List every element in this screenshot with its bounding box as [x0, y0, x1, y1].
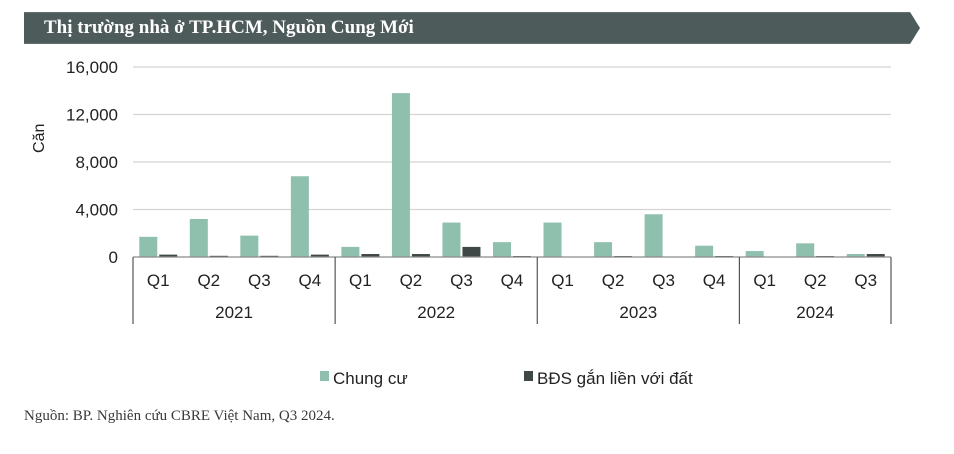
y-tick-label: 0	[109, 248, 118, 267]
bar-chung-cu	[341, 246, 360, 257]
bar-chung-cu	[695, 245, 714, 257]
x-tick-label: Q1	[349, 271, 372, 290]
y-tick-label: 8,000	[75, 153, 118, 172]
x-tick-label: Q2	[197, 271, 220, 290]
x-tick-label: Q3	[248, 271, 271, 290]
x-tick-label: Q3	[854, 271, 877, 290]
x-tick-label: Q4	[501, 271, 524, 290]
bar-bds	[310, 254, 329, 257]
bar-chung-cu	[493, 242, 511, 257]
legend-swatch	[524, 371, 533, 381]
x-tick-label: Q3	[652, 271, 675, 290]
legend-label: BĐS gắn liền với đất	[537, 369, 693, 388]
x-group-label: 2021	[215, 303, 253, 322]
bar-chung-cu	[745, 251, 764, 257]
bar-chung-cu	[189, 219, 208, 257]
bar-bds	[159, 254, 178, 257]
x-tick-label: Q1	[753, 271, 776, 290]
bar-bds	[866, 254, 885, 257]
bar-bds	[462, 246, 481, 257]
bar-chung-cu	[442, 222, 461, 257]
legend-label: Chung cư	[333, 369, 408, 388]
x-tick-label: Q4	[703, 271, 726, 290]
x-tick-label: Q2	[804, 271, 827, 290]
x-tick-label: Q2	[602, 271, 625, 290]
bar-chung-cu	[594, 242, 613, 257]
bar-bds	[411, 254, 430, 257]
bar-chung-cu	[644, 214, 663, 257]
bar-chung-cu	[391, 93, 410, 257]
bar-chung-cu	[240, 235, 259, 257]
x-group-label: 2024	[796, 303, 834, 322]
title-banner-shape	[24, 12, 920, 44]
y-tick-label: 16,000	[66, 58, 118, 77]
x-tick-label: Q4	[299, 271, 322, 290]
y-tick-label: 12,000	[66, 106, 118, 125]
x-tick-label: Q2	[400, 271, 423, 290]
bar-chung-cu	[543, 222, 562, 257]
chart-title: Thị trường nhà ở TP.HCM, Nguồn Cung Mới	[44, 17, 414, 38]
y-tick-label: 4,000	[75, 201, 118, 220]
x-tick-label: Q1	[147, 271, 170, 290]
y-axis-label: Căn	[31, 124, 48, 153]
x-group-label: 2022	[417, 303, 455, 322]
bar-chung-cu	[139, 236, 158, 257]
source-note: Nguồn: BP. Nghiên cứu CBRE Việt Nam, Q3 …	[24, 408, 335, 424]
x-tick-label: Q3	[450, 271, 473, 290]
bar-chung-cu	[290, 176, 309, 257]
bar-bds	[361, 254, 380, 257]
x-tick-label: Q1	[551, 271, 574, 290]
bar-chung-cu	[846, 254, 865, 257]
bar-chung-cu	[796, 243, 815, 257]
x-group-label: 2023	[619, 303, 657, 322]
title-banner	[24, 12, 920, 44]
legend-swatch	[320, 371, 329, 381]
